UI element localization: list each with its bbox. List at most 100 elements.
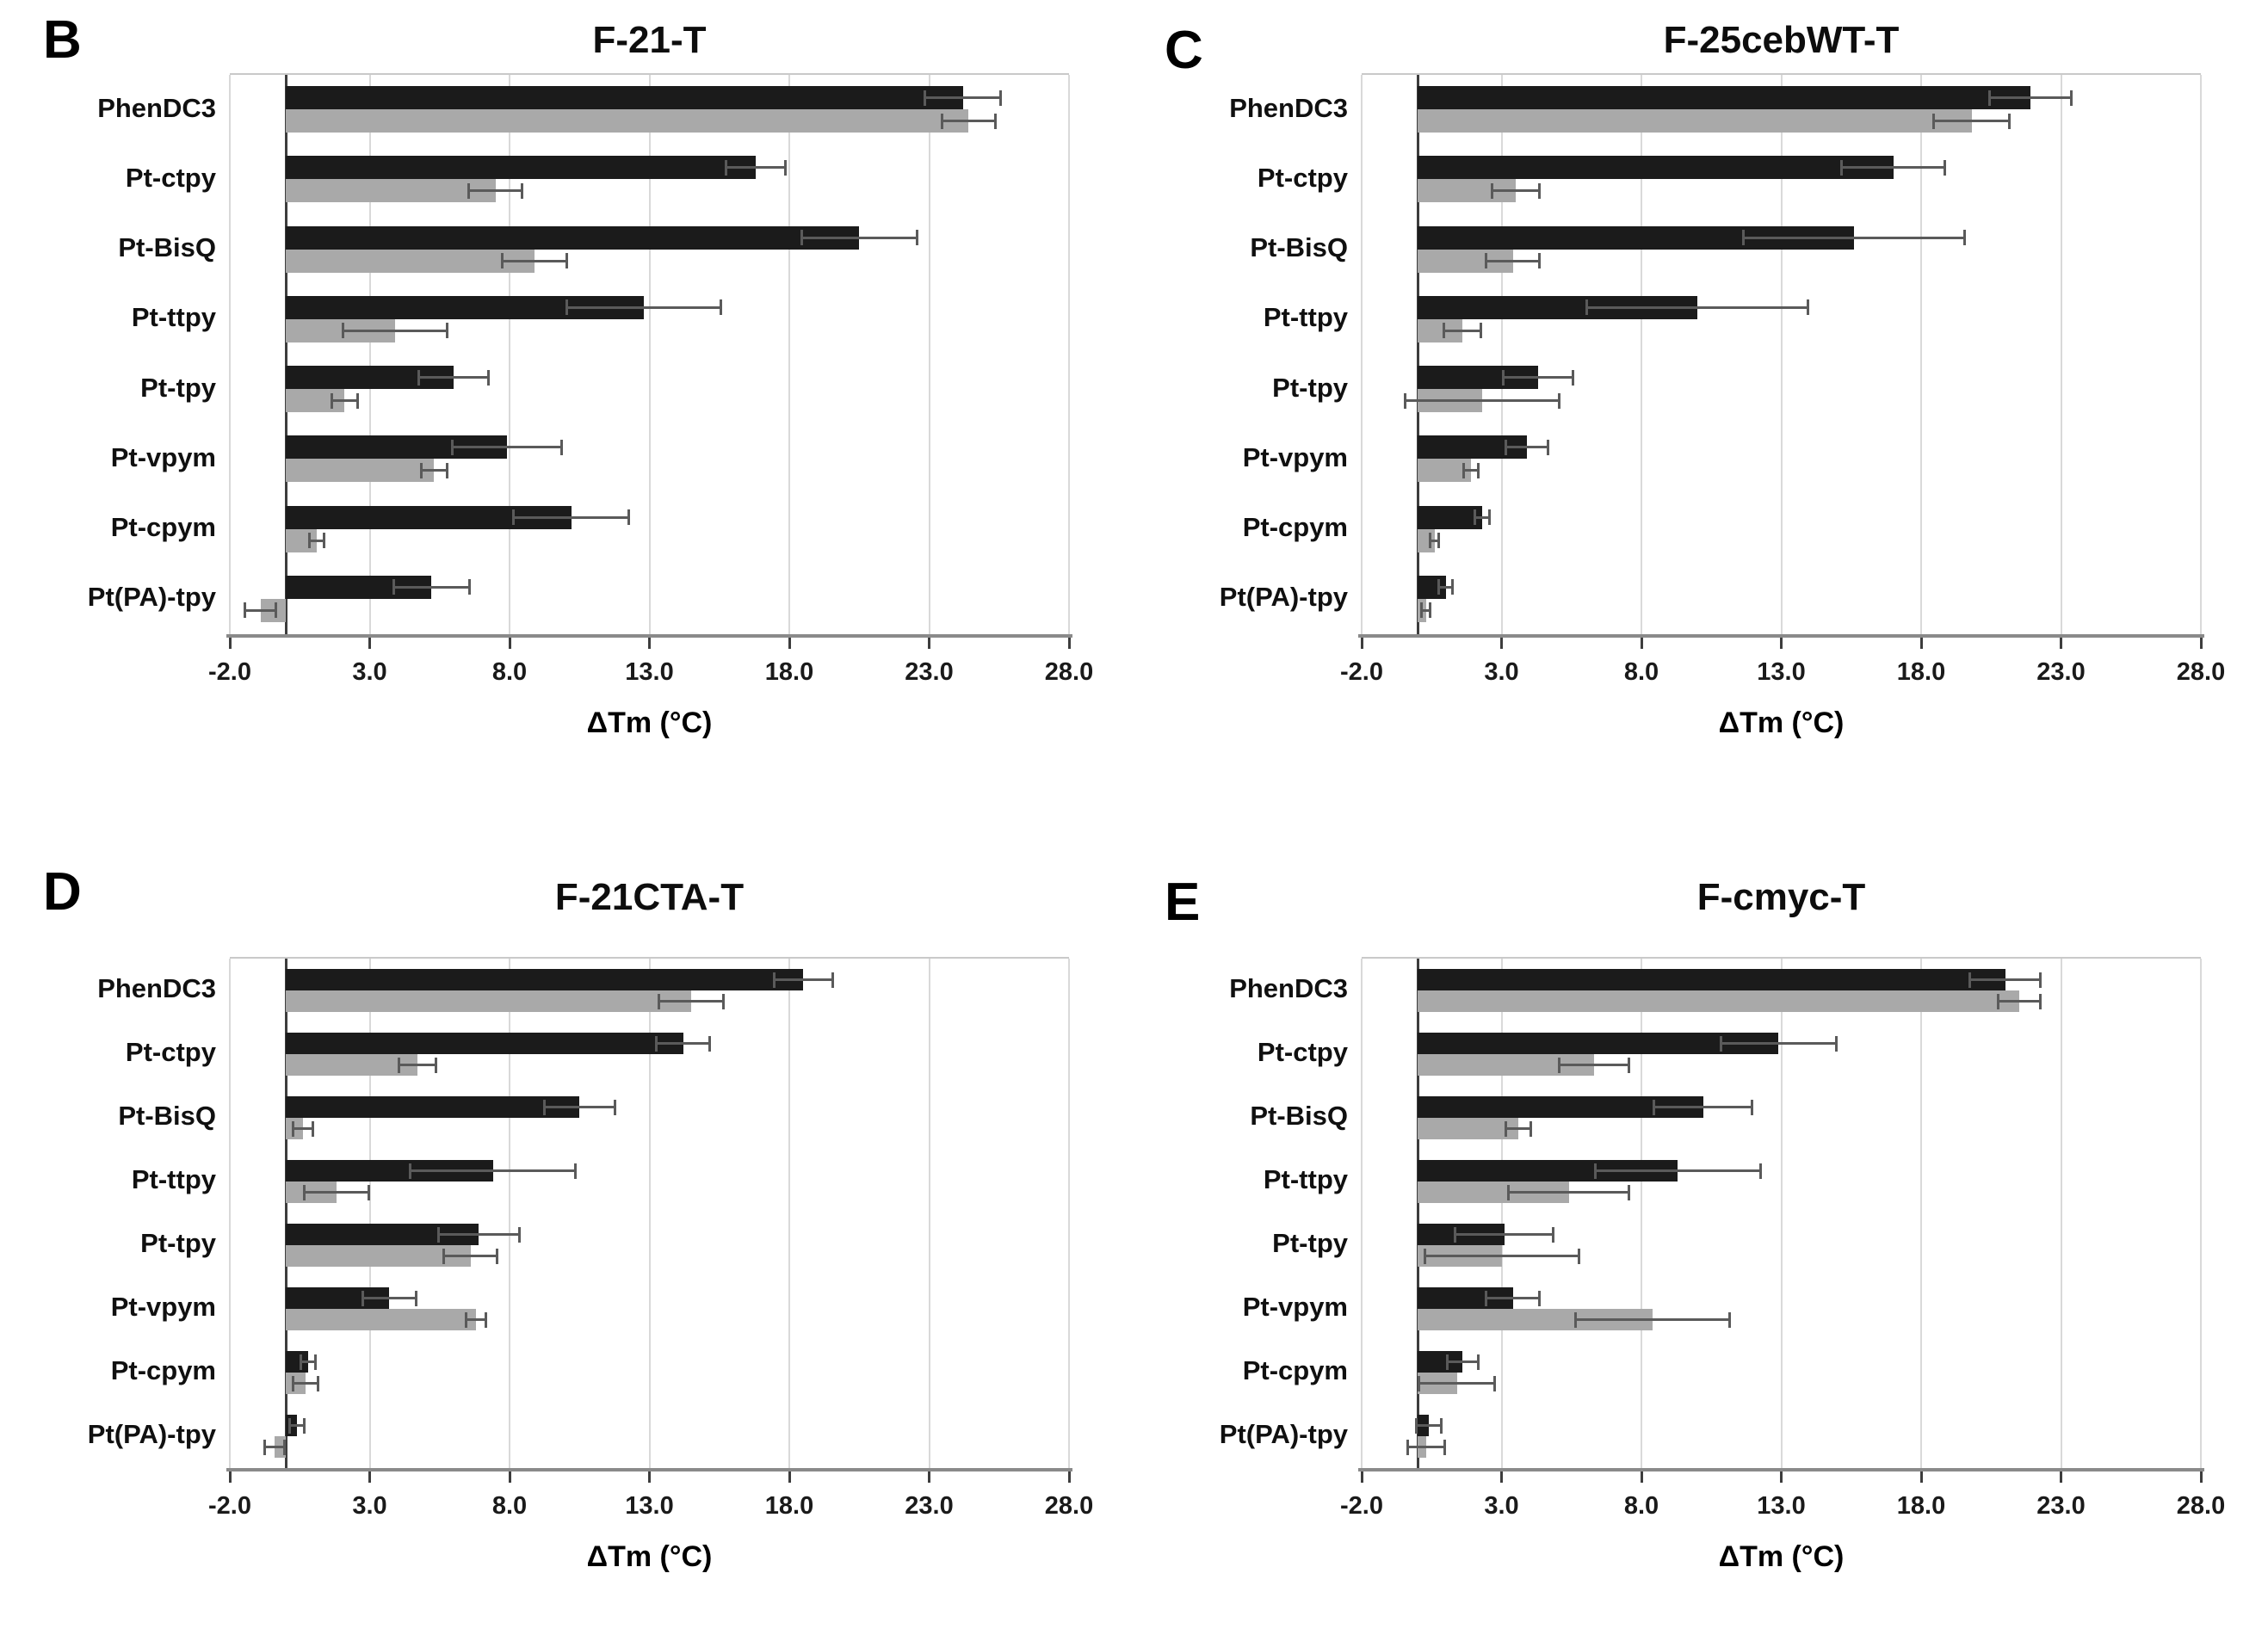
error-bar-gray-phendc3 — [1996, 993, 2042, 1009]
bar-gray-pt-vpym — [286, 1309, 476, 1330]
error-bar-cap-left — [442, 1248, 445, 1264]
x-axis-tick-3 — [1500, 1472, 1503, 1483]
x-axis-tick-8 — [1640, 638, 1643, 649]
error-bar-cap-left — [300, 1354, 303, 1370]
error-bar-cap-left — [417, 369, 420, 386]
error-bar-black-pt-ctpy — [655, 1035, 711, 1052]
error-bar-cap-left — [361, 1290, 364, 1306]
bar-black-pt-ctpy — [286, 1033, 683, 1054]
error-bar-cap-right — [275, 602, 278, 619]
error-bar-cap-left — [1423, 1248, 1426, 1264]
error-bar-black-pt-bisq — [1653, 1099, 1753, 1115]
error-bar-black-pt-cpym — [1474, 509, 1491, 525]
error-bar-cap-left — [1504, 1120, 1507, 1137]
category-label-pt-cpym: Pt-cpym — [1242, 1355, 1348, 1385]
error-bar-cap-left — [1490, 182, 1493, 199]
error-bar-cap-left — [1462, 462, 1465, 478]
error-bar-cap-right — [574, 1163, 577, 1179]
error-bar-cap-left — [1932, 113, 1935, 129]
x-tick-label-28: 28.0 — [2176, 658, 2226, 686]
error-bar-gray-pt-vpym — [1462, 462, 1480, 478]
error-bar-cap-right — [613, 1099, 616, 1115]
plot-area-c: -2.0 3.0 8.0 13.0 18.0 23.0 28.0 — [1340, 73, 2225, 737]
error-bar-cap-left — [263, 1439, 266, 1455]
error-bar-cap-left — [1988, 89, 1991, 106]
x-tick-label-23: 23.0 — [905, 658, 954, 686]
error-bar-cap-left — [1653, 1099, 1655, 1115]
error-bar-cap-right — [322, 533, 325, 548]
chart-title-b: F-21-T — [592, 19, 707, 61]
error-bar-cap-left — [940, 113, 943, 129]
error-bar-cap-left — [543, 1099, 546, 1115]
chart-title-e: F-cmyc-T — [1696, 876, 1866, 918]
error-bar-black-pt-ctpy — [725, 159, 787, 176]
x-tick-label-8: 8.0 — [1623, 658, 1659, 686]
gridline--2 — [1361, 75, 1363, 634]
error-bar-black-pt-vpym — [1485, 1290, 1541, 1306]
error-bar-black-pt-ttpy — [409, 1163, 577, 1179]
x-axis-label-d: ΔTm (°C) — [586, 1540, 713, 1573]
error-bar-black-pt-ttpy — [1585, 299, 1809, 316]
bar-gray-pt-bisq — [286, 249, 535, 273]
error-bar-cap-right — [445, 323, 448, 339]
category-labels-b: PhenDC3 Pt-ctpy Pt-BisQ Pt-ttpy Pt-tpy Pt-vpy… — [26, 73, 216, 632]
error-bar-black-pt-pa-tpy — [288, 1417, 306, 1434]
error-bar-cap-right — [1944, 159, 1947, 176]
error-bar-gray-pt-bisq — [1485, 253, 1541, 268]
error-bar-black-pt-cpym — [300, 1354, 317, 1370]
category-label-pt-tpy: Pt-tpy — [140, 1228, 216, 1258]
x-tick-label-23: 23.0 — [2036, 1492, 2086, 1520]
error-bar-cap-left — [924, 89, 926, 106]
gridline-8 — [1641, 75, 1642, 634]
error-bar-cap-left — [1485, 1290, 1487, 1306]
error-bar-black-phendc3 — [1968, 972, 2042, 988]
gridline--2 — [1361, 959, 1363, 1468]
error-bar-cap-right — [1487, 509, 1491, 525]
error-bar-cap-left — [1414, 1417, 1418, 1434]
category-label-pt-ctpy: Pt-ctpy — [1257, 1037, 1348, 1067]
x-tick-label-28: 28.0 — [1044, 658, 1094, 686]
bar-black-phendc3 — [1418, 969, 2005, 990]
category-label-pt-bisq: Pt-BisQ — [118, 232, 216, 263]
error-bar-black-pt-pa-tpy — [1414, 1417, 1443, 1434]
error-bar-cap-left — [398, 1057, 400, 1073]
error-bar-cap-right — [783, 159, 787, 176]
error-bar-cap-left — [342, 323, 344, 339]
category-labels-c: PhenDC3 Pt-ctpy Pt-BisQ Pt-ttpy Pt-tpy Pt-vpy… — [1158, 73, 1348, 632]
error-bar-black-pt-ttpy — [565, 299, 722, 316]
error-bar-gray-pt-vpym — [420, 462, 448, 478]
x-tick-label-23: 23.0 — [905, 1492, 954, 1520]
error-bar-cap-right — [1493, 1375, 1496, 1391]
x-axis-tick-13 — [648, 1472, 651, 1483]
error-bar-cap-right — [1807, 299, 1809, 316]
gridline-28 — [1068, 959, 1070, 1468]
category-label-pt-vpym: Pt-vpym — [1242, 1292, 1348, 1322]
error-bar-cap-left — [1574, 1311, 1577, 1328]
error-bar-black-pt-bisq — [543, 1099, 616, 1115]
error-bar-cap-left — [1839, 159, 1843, 176]
zero-axis-line — [1416, 959, 1419, 1468]
error-bar-gray-pt-ctpy — [1490, 182, 1541, 199]
x-tick-label--2: -2.0 — [1340, 658, 1383, 686]
category-label-phendc3: PhenDC3 — [1229, 92, 1348, 123]
x-axis-line — [1358, 634, 2204, 638]
error-bar-cap-right — [496, 1248, 498, 1264]
bar-black-phendc3 — [1418, 86, 2030, 109]
bar-gray-phendc3 — [1418, 990, 2019, 1012]
x-axis-tick-18 — [1919, 1472, 1923, 1483]
error-bar-cap-right — [521, 182, 524, 199]
x-tick-label-23: 23.0 — [2036, 658, 2086, 686]
error-bar-gray-pt-ttpy — [302, 1184, 370, 1200]
x-axis-label-e: ΔTm (°C) — [1718, 1540, 1845, 1573]
bar-gray-pt-ctpy — [286, 179, 496, 203]
error-bar-black-pt-pa-tpy — [1437, 579, 1455, 595]
x-axis-tick-8 — [508, 638, 511, 649]
error-bar-cap-right — [1429, 602, 1432, 619]
error-bar-cap-right — [518, 1226, 521, 1243]
x-axis-tick--2 — [1360, 638, 1363, 649]
chart-title-d: F-21CTA-T — [554, 876, 745, 918]
error-bar-cap-right — [1538, 1290, 1541, 1306]
x-axis-label-b: ΔTm (°C) — [586, 706, 713, 739]
error-bar-cap-left — [420, 462, 423, 478]
bar-black-pt-ctpy — [286, 156, 756, 180]
